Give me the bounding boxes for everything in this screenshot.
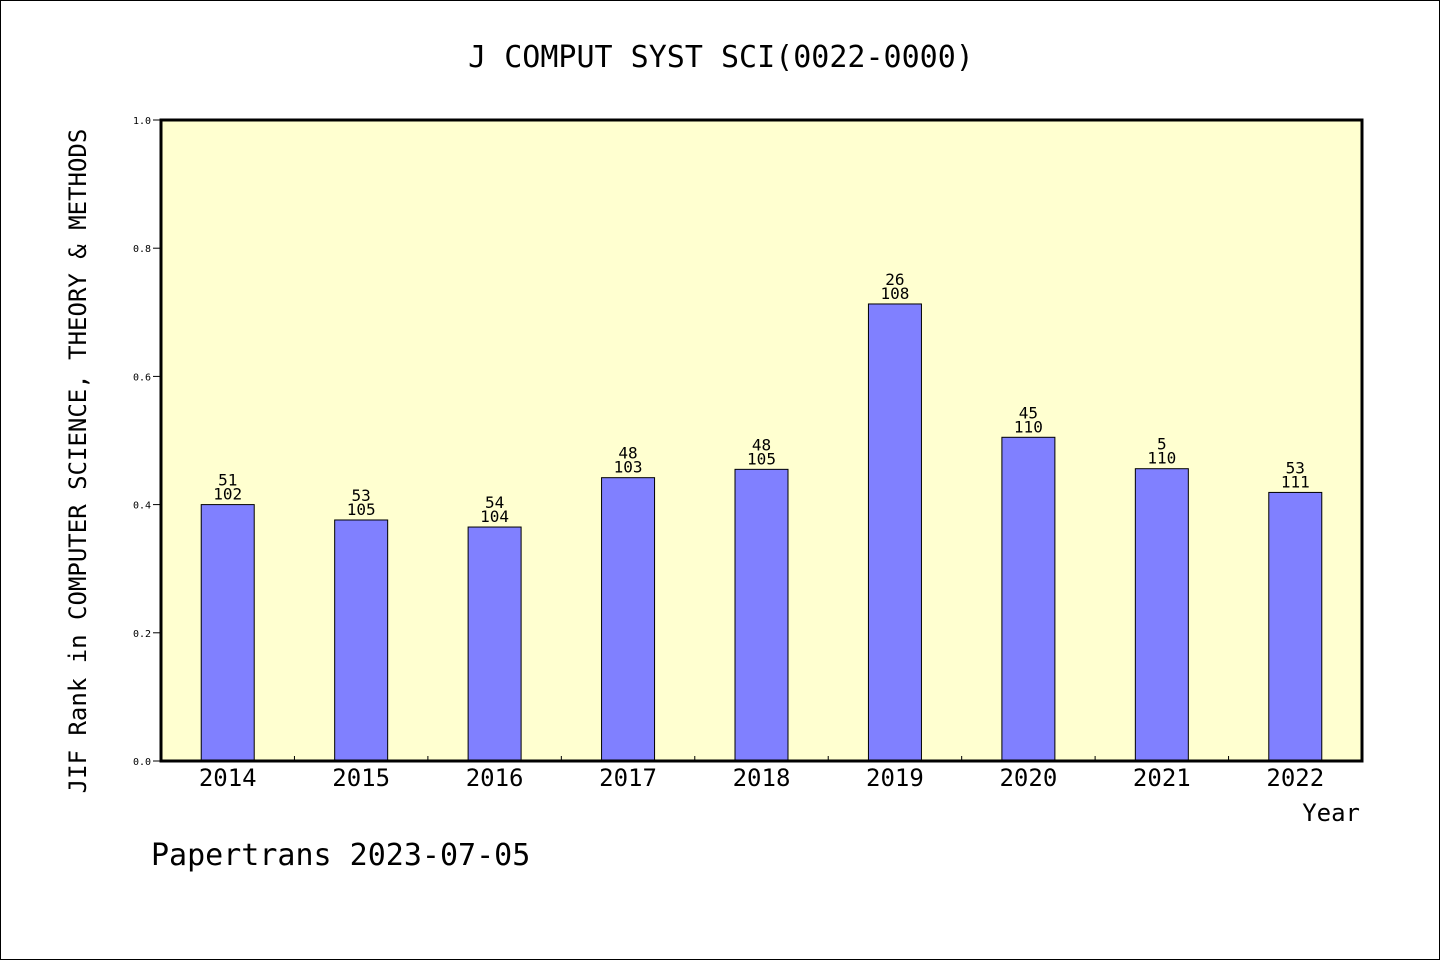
y-tick-label-0.8: 0.8 xyxy=(133,244,151,255)
y-tick-label-0.4: 0.4 xyxy=(133,501,151,512)
x-tick-label-2021: 2021 xyxy=(1133,764,1191,792)
x-tick-label-2015: 2015 xyxy=(332,764,390,792)
data-label-rank-2021: 5 xyxy=(1157,435,1167,454)
data-label-total-2019: 108 xyxy=(880,284,909,303)
data-label-rank-2020: 45 xyxy=(1019,403,1038,422)
data-label-rank-2015: 53 xyxy=(352,486,371,505)
x-axis-label: Year xyxy=(1302,799,1360,827)
x-tick-label-2017: 2017 xyxy=(599,764,657,792)
data-label-total-2022: 111 xyxy=(1281,472,1310,491)
x-tick-label-2020: 2020 xyxy=(999,764,1057,792)
bar-2014 xyxy=(200,504,255,762)
plot-frame xyxy=(159,118,1364,763)
bar-2019 xyxy=(867,303,922,762)
data-label-rank-2016: 54 xyxy=(485,493,504,512)
bar-2015 xyxy=(334,519,389,762)
data-label-rank-2017: 48 xyxy=(618,444,637,463)
ticks-layer: 2014 2015 2016 2017 2018 2019 2020 2021 2022 0.0 0… xyxy=(133,116,1324,792)
data-label-total-2015: 105 xyxy=(347,500,376,519)
data-label-total-2018: 105 xyxy=(747,449,776,468)
bar-2016 xyxy=(467,526,522,762)
bar-2018 xyxy=(734,468,789,762)
y-tick-label-0.6: 0.6 xyxy=(133,372,151,383)
y-axis-label: JIF Rank in COMPUTER SCIENCE, THEORY & M… xyxy=(64,129,92,794)
y-tick-label-0.2: 0.2 xyxy=(133,629,151,640)
data-label-total-2016: 104 xyxy=(480,507,509,526)
data-label-rank-2018: 48 xyxy=(752,435,771,454)
data-label-total-2020: 110 xyxy=(1014,417,1043,436)
data-label-total-2017: 103 xyxy=(614,458,643,477)
data-label-total-2014: 102 xyxy=(213,485,242,504)
y-tick-label-0.0: 0.0 xyxy=(133,757,151,768)
chart-title: J COMPUT SYST SCI(0022-0000) xyxy=(468,40,974,75)
data-label-rank-2019: 26 xyxy=(885,270,904,289)
x-tick-label-2019: 2019 xyxy=(866,764,924,792)
footer-text: Papertrans 2023-07-05 xyxy=(151,838,530,873)
y-tick-label-1.0: 1.0 xyxy=(133,116,151,127)
x-tick-label-2022: 2022 xyxy=(1266,764,1324,792)
x-tick-label-2018: 2018 xyxy=(733,764,791,792)
data-label-total-2021: 110 xyxy=(1147,449,1176,468)
bar-2017 xyxy=(601,477,656,762)
data-label-rank-2022: 53 xyxy=(1286,458,1305,477)
bar-2020 xyxy=(1001,436,1056,762)
x-tick-label-2016: 2016 xyxy=(466,764,524,792)
bar-2021 xyxy=(1134,468,1189,762)
x-tick-label-2014: 2014 xyxy=(199,764,257,792)
data-label-rank-2014: 51 xyxy=(218,471,237,490)
bar-2022 xyxy=(1268,491,1323,762)
